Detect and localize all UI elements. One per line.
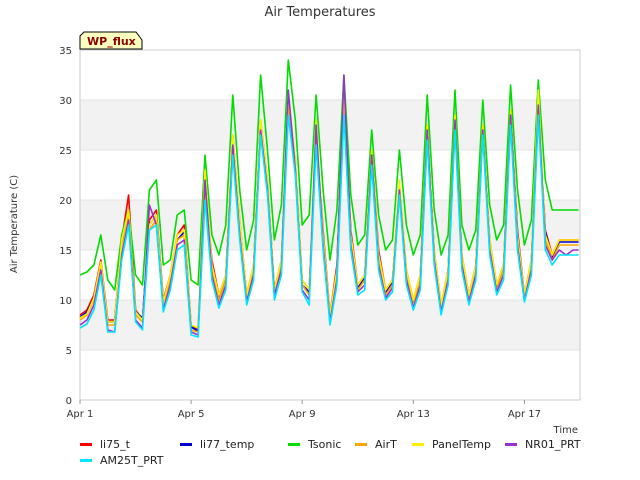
series-line-am25t-prt	[79, 114, 579, 338]
x-tick-label: Apr 5	[178, 409, 205, 420]
y-tick-label: 30	[59, 96, 72, 107]
legend-label: NR01_PRT	[525, 437, 581, 451]
legend-label: PanelTemp	[432, 437, 491, 451]
grid-band	[80, 200, 580, 250]
series-line-tsonic	[79, 59, 579, 291]
legend-item: AirT	[355, 436, 397, 452]
y-tick-label: 25	[59, 146, 72, 157]
legend-swatch	[180, 442, 192, 446]
y-tick-label: 0	[66, 396, 72, 407]
y-tick-label: 20	[59, 196, 72, 207]
chart-title: Air Temperatures	[264, 5, 375, 20]
legend-label: Tsonic	[308, 437, 342, 451]
y-tick-label: 10	[59, 296, 72, 307]
y-axis-label: Air Temperature (C)	[9, 175, 20, 273]
y-tick-label: 35	[59, 46, 72, 57]
x-tick-label: Apr 9	[289, 409, 316, 420]
legend-label: li75_t	[100, 437, 130, 451]
legend-item: NR01_PRT	[505, 436, 581, 452]
x-tick-label: Apr 1	[67, 409, 94, 420]
legend-label: AirT	[375, 437, 397, 451]
grid-band	[80, 100, 580, 150]
legend-item: PanelTemp	[412, 436, 491, 452]
legend-swatch	[80, 458, 92, 462]
site-badge: WP_flux	[79, 31, 143, 50]
x-tick-label: Apr 17	[508, 409, 541, 420]
legend-swatch	[412, 442, 424, 446]
site-badge-label: WP_flux	[87, 35, 136, 48]
legend-item: li75_t	[80, 436, 130, 452]
legend-item: li77_temp	[180, 436, 254, 452]
legend-swatch	[80, 442, 92, 446]
x-axis-label: Time	[553, 425, 578, 436]
legend-swatch	[505, 442, 517, 446]
legend-item: AM25T_PRT	[80, 452, 163, 468]
legend-label: li77_temp	[200, 437, 255, 451]
legend-label: AM25T_PRT	[100, 453, 164, 467]
legend-item: Tsonic	[288, 436, 341, 452]
legend-swatch	[355, 442, 367, 446]
legend-swatch	[288, 442, 300, 446]
y-tick-label: 15	[59, 246, 72, 257]
x-tick-label: Apr 13	[397, 409, 430, 420]
y-tick-label: 5	[66, 346, 72, 357]
plot-area	[79, 49, 581, 401]
